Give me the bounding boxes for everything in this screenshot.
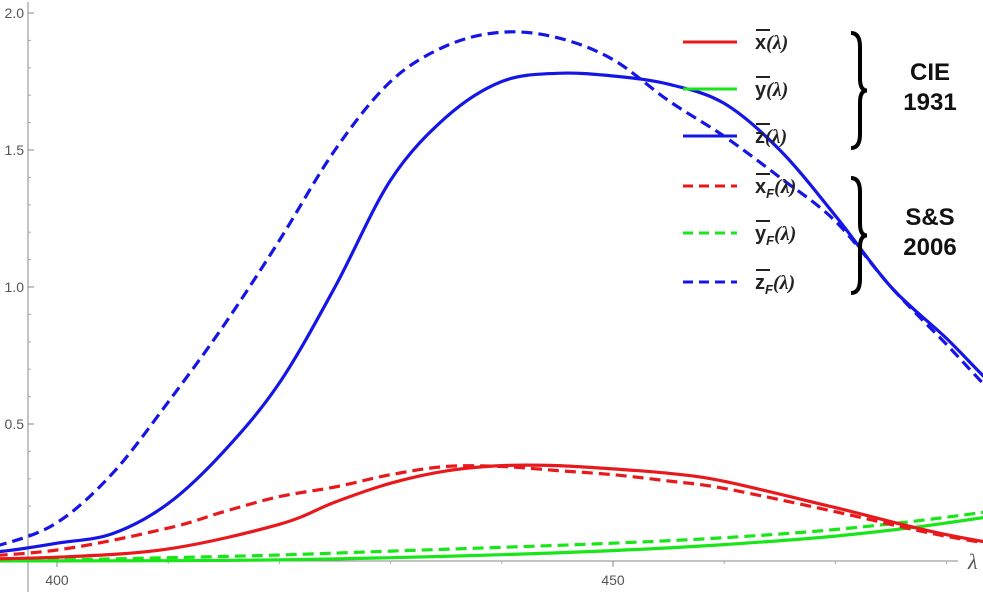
- legend-entry: zF(λ): [755, 272, 795, 297]
- series-lines: [0, 30, 983, 563]
- series-line-z: [0, 71, 983, 554]
- y-tick-label: 0.5: [5, 416, 25, 432]
- group-label: CIE: [910, 59, 950, 86]
- series-line-x-f: [0, 464, 983, 557]
- legend-entry: x(λ): [755, 32, 788, 54]
- legend-entry: xF(λ): [755, 176, 796, 201]
- y-tick-label: 2.0: [5, 5, 25, 21]
- group-label: 1931: [903, 89, 956, 116]
- x-tick-label: 450: [601, 572, 625, 588]
- x-axis-label: λ: [967, 549, 978, 574]
- legend-entry: y(λ): [755, 79, 788, 101]
- y-ticks: 0.5 1.0 1.5 2.0: [5, 5, 34, 535]
- legend-brace-ss: [850, 176, 868, 295]
- x-ticks: 400450500550600650700: [45, 561, 948, 588]
- legend: x(λ) y(λ) z(λ) xF(λ) yF(λ) zF(λ) CIE 1931 S&S 200…: [683, 29, 957, 297]
- group-label: S&S: [905, 204, 954, 231]
- series-line-y: [0, 515, 983, 563]
- legend-entry: z(λ): [755, 126, 787, 148]
- series-line-y-f: [0, 510, 983, 563]
- group-label: 2006: [903, 234, 956, 261]
- x-tick-label: 400: [45, 572, 69, 588]
- legend-entry: yF(λ): [755, 223, 796, 248]
- legend-brace-cie: [850, 31, 868, 150]
- y-tick-label: 1.5: [5, 142, 25, 158]
- series-line-z-f: [0, 30, 983, 547]
- y-tick-label: 1.0: [5, 279, 25, 295]
